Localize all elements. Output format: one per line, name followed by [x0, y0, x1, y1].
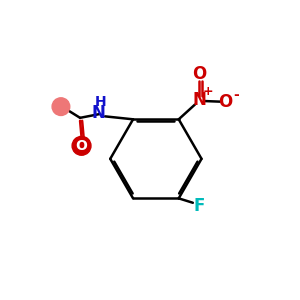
Text: N: N	[192, 91, 206, 109]
Text: +: +	[203, 85, 214, 98]
Text: F: F	[193, 197, 204, 215]
Circle shape	[72, 136, 91, 155]
Circle shape	[52, 98, 70, 116]
Text: O: O	[192, 65, 206, 83]
Text: H: H	[95, 95, 106, 109]
Text: N: N	[91, 104, 105, 122]
Text: -: -	[233, 88, 239, 102]
Text: O: O	[76, 139, 88, 153]
Text: O: O	[218, 93, 232, 111]
